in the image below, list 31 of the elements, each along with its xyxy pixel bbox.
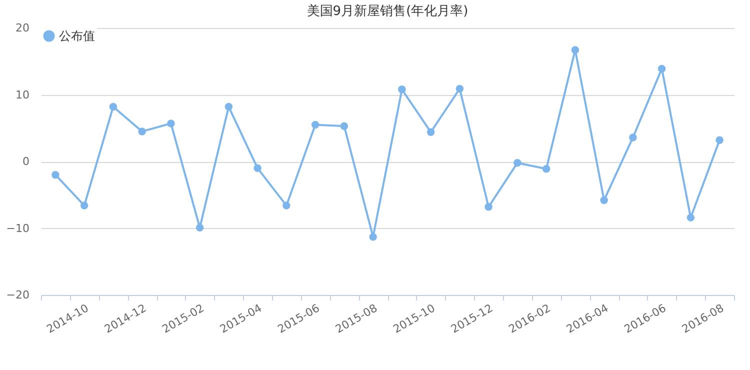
point (571, 46, 580, 54)
point (282, 202, 290, 210)
point (456, 84, 464, 93)
point (542, 164, 550, 173)
point (109, 102, 118, 111)
point (340, 122, 348, 130)
point (716, 136, 724, 144)
point (52, 170, 60, 179)
point (658, 64, 666, 73)
point (484, 203, 492, 211)
chart-title: 美国9月新屋销售(年化月率) (306, 3, 468, 19)
point (426, 128, 435, 136)
point (196, 224, 204, 232)
point (167, 120, 175, 128)
point (254, 164, 262, 172)
point (600, 196, 608, 204)
point (514, 158, 522, 167)
y-tick-label: 10 (16, 88, 30, 102)
point (686, 214, 695, 222)
y-tick-label: −20 (6, 288, 30, 302)
point (138, 128, 146, 136)
point (311, 120, 320, 129)
y-tick-label: 20 (16, 22, 30, 34)
point (629, 134, 637, 142)
y-tick-label: 0 (22, 155, 30, 168)
legend-label: 公布值 (59, 29, 95, 43)
point (80, 202, 88, 210)
y-tick-label: −10 (6, 222, 30, 235)
point (224, 102, 233, 111)
point (398, 86, 406, 94)
point (369, 233, 377, 241)
